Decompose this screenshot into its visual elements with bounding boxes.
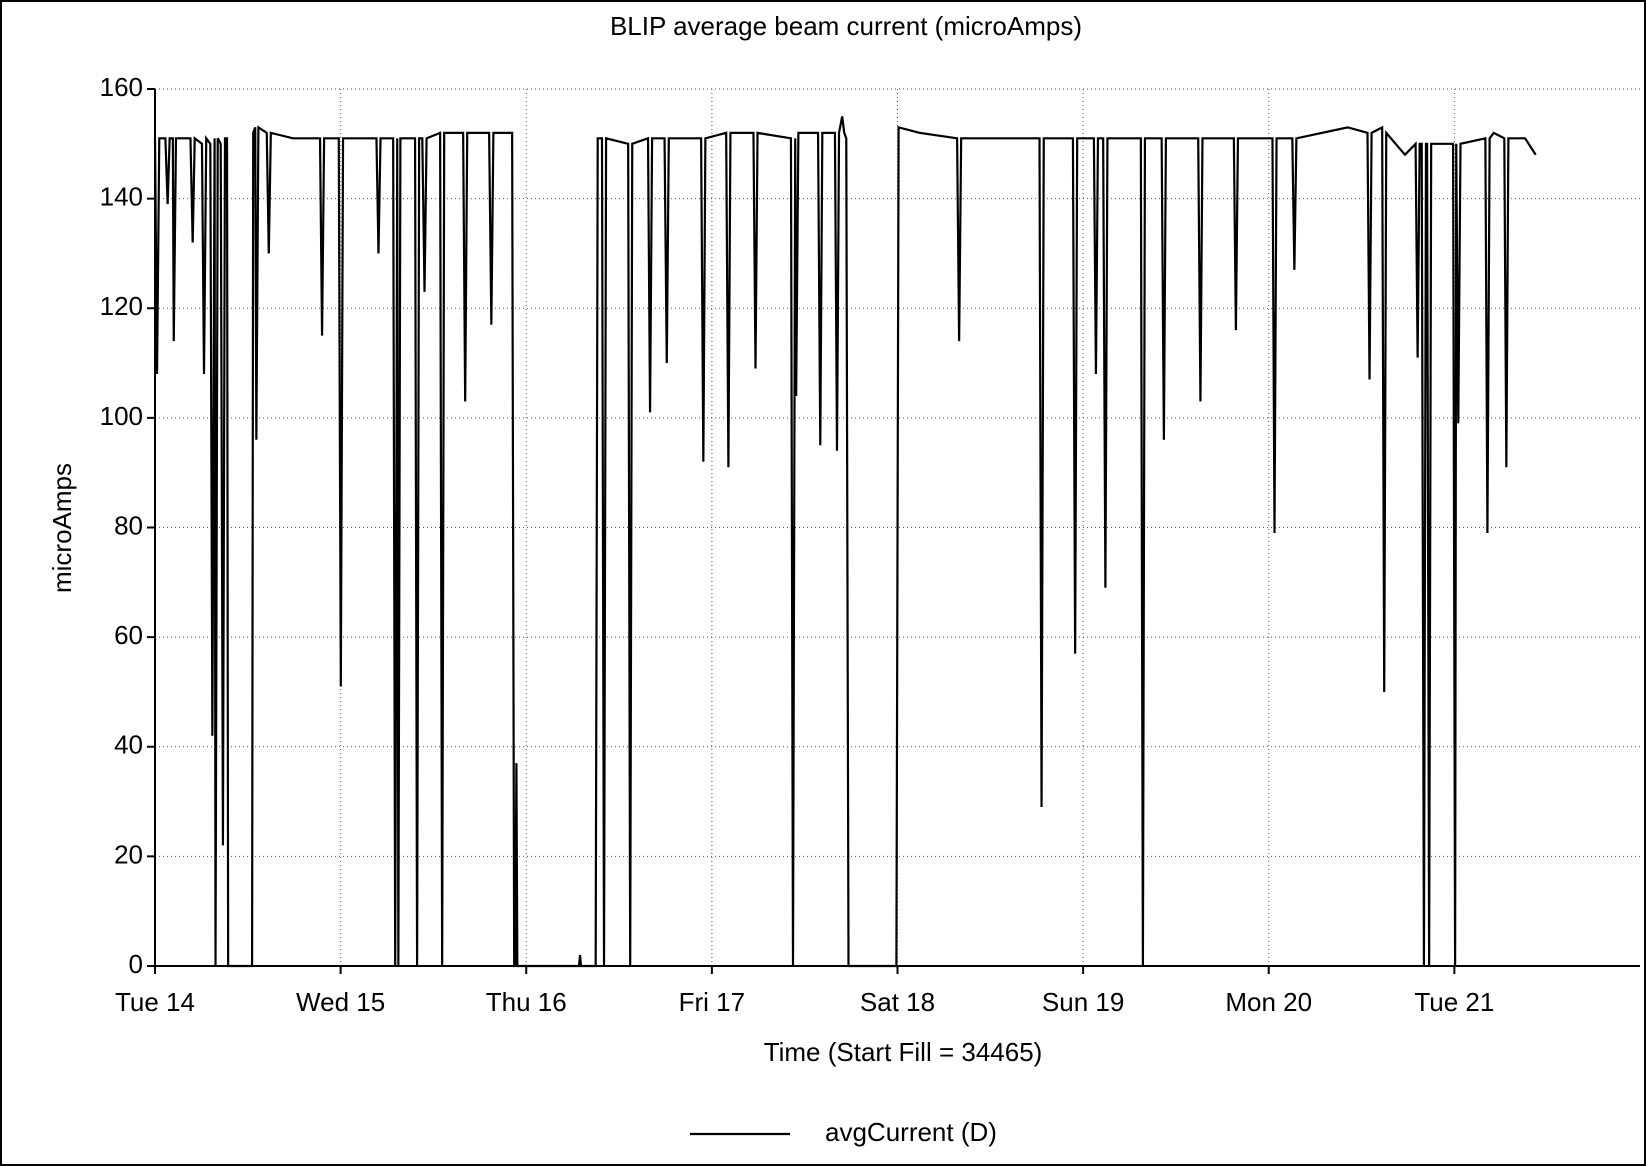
y-tick-label: 100 bbox=[100, 401, 143, 431]
y-tick-label: 160 bbox=[100, 72, 143, 102]
data-line bbox=[153, 116, 1537, 968]
x-tick-label: Tue 14 bbox=[115, 987, 195, 1017]
legend-label: avgCurrent (D) bbox=[825, 1117, 997, 1147]
y-tick-label: 60 bbox=[114, 620, 143, 650]
y-tick-label: 20 bbox=[114, 839, 143, 869]
y-tick-label: 140 bbox=[100, 182, 143, 212]
chart-title: BLIP average beam current (microAmps) bbox=[610, 11, 1082, 41]
x-tick-label: Sat 18 bbox=[860, 987, 935, 1017]
x-tick-label: Mon 20 bbox=[1225, 987, 1312, 1017]
y-tick-label: 40 bbox=[114, 730, 143, 760]
y-tick-label: 120 bbox=[100, 291, 143, 321]
x-tick-label: Wed 15 bbox=[296, 987, 385, 1017]
x-tick-label: Sun 19 bbox=[1042, 987, 1124, 1017]
y-axis-label: microAmps bbox=[47, 463, 77, 593]
y-tick-label: 0 bbox=[129, 949, 143, 979]
x-tick-label: Tue 21 bbox=[1414, 987, 1494, 1017]
x-axis-label: Time (Start Fill = 34465) bbox=[764, 1037, 1043, 1067]
y-tick-label: 80 bbox=[114, 510, 143, 540]
x-tick-label: Thu 16 bbox=[486, 987, 567, 1017]
x-tick-label: Fri 17 bbox=[679, 987, 745, 1017]
